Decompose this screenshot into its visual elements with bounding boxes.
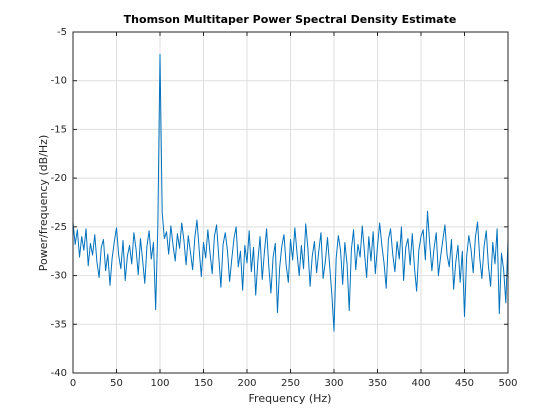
x-tick-label: 200 xyxy=(237,378,256,389)
x-tick-label: 400 xyxy=(411,378,430,389)
y-tick-label: -10 xyxy=(51,76,67,87)
data xyxy=(72,53,509,332)
x-tick-label: 250 xyxy=(281,378,300,389)
ticks: 0 50 100 150 200 250 300 350 400 450 500 -40 -35 -30 -… xyxy=(51,27,518,389)
x-tick-label: 0 xyxy=(70,378,76,389)
x-tick-label: 300 xyxy=(324,378,343,389)
x-tick-label: 150 xyxy=(194,378,213,389)
y-axis-label: Power/frequency (dB/Hz) xyxy=(37,135,50,272)
x-tick-label: 450 xyxy=(455,378,474,389)
y-tick-label: -5 xyxy=(57,27,67,38)
x-tick-label: 100 xyxy=(150,378,169,389)
y-tick-label: -20 xyxy=(51,173,67,184)
y-tick-label: -35 xyxy=(51,319,67,330)
x-tick-label: 50 xyxy=(110,378,123,389)
y-tick-label: -25 xyxy=(51,222,67,233)
x-tick-label: 500 xyxy=(498,378,517,389)
y-tick-label: -15 xyxy=(51,124,67,135)
x-tick-label: 350 xyxy=(368,378,387,389)
chart-title: Thomson Multitaper Power Spectral Densit… xyxy=(124,13,457,26)
psd-line xyxy=(72,53,509,332)
y-tick-label: -40 xyxy=(51,368,67,379)
y-tick-label: -30 xyxy=(51,271,67,282)
x-axis-label: Frequency (Hz) xyxy=(249,392,332,405)
